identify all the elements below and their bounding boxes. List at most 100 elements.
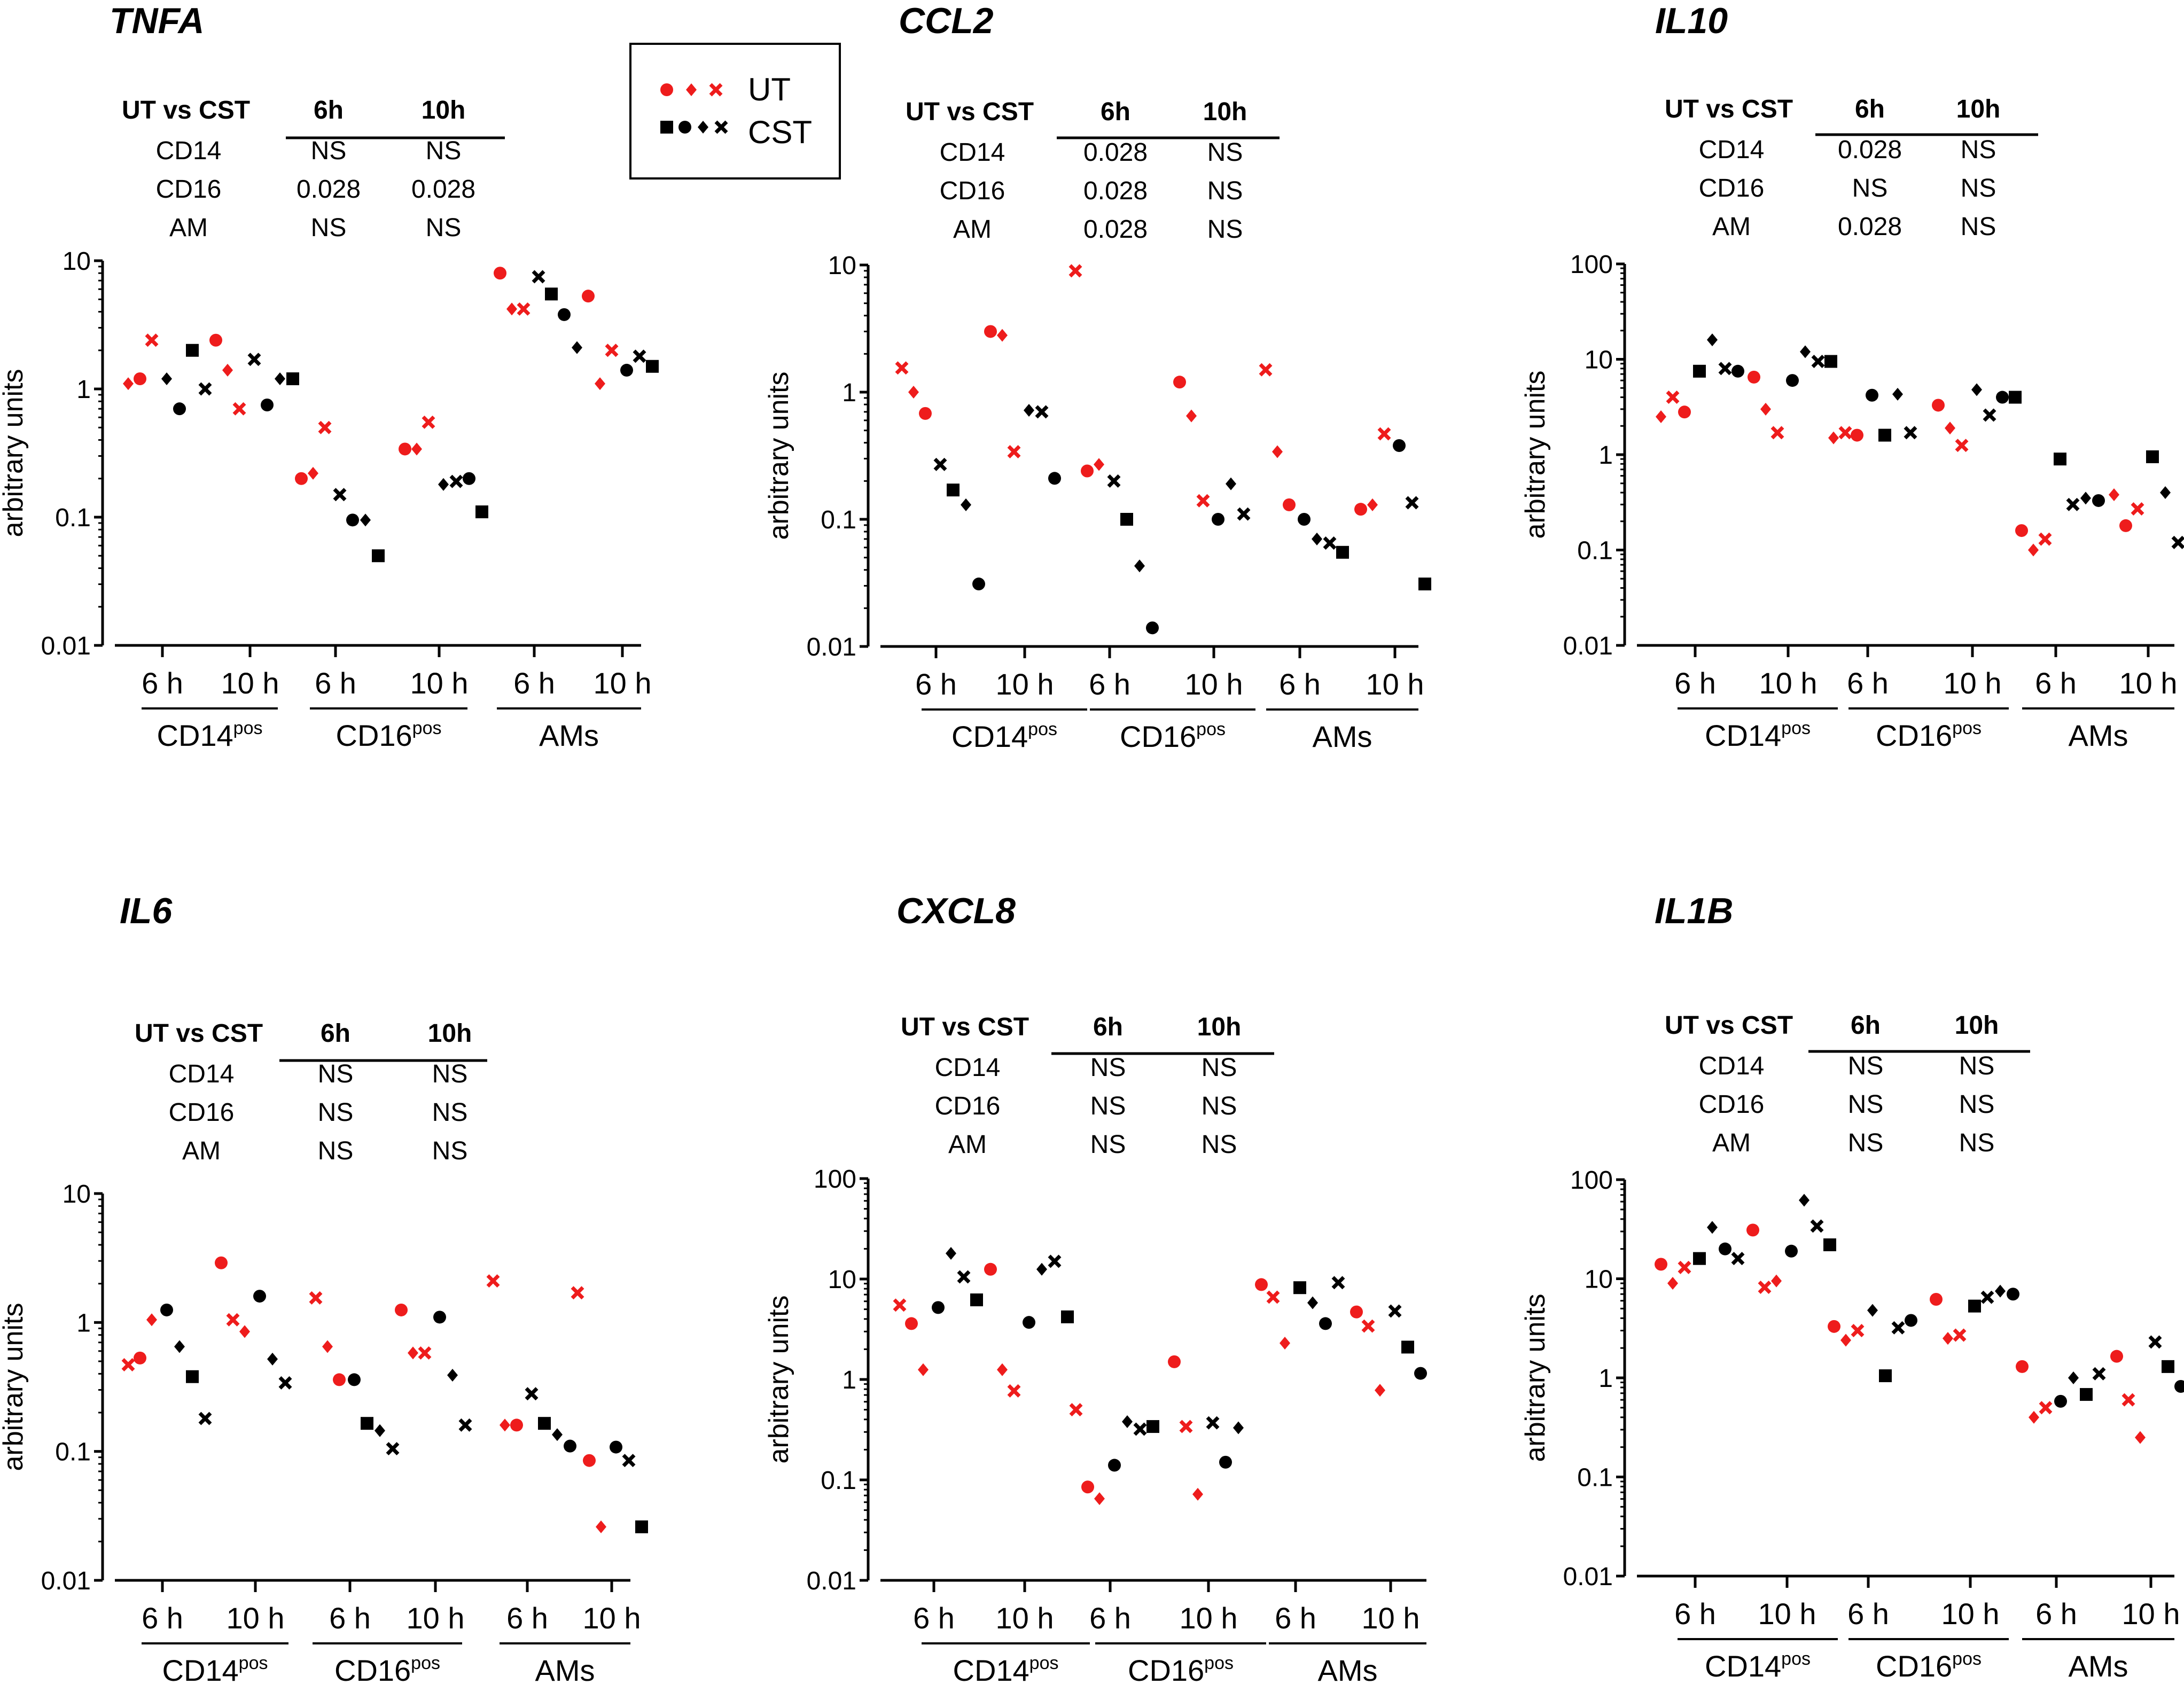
stats-row-label: CD14 [940, 138, 1005, 167]
y-axis-label: arbitrary units [0, 369, 29, 537]
x-tick-label: 10 h [410, 666, 469, 700]
stats-value: NS [1848, 1052, 1884, 1080]
x-tick-label: 10 h [1366, 667, 1424, 701]
y-tick-label: 10 [63, 1180, 91, 1208]
x-tick-label: 6 h [1674, 1597, 1716, 1631]
point-cst-square [361, 1417, 373, 1430]
point-cst-circle [1393, 439, 1406, 453]
x-tick-label: 10 h [221, 666, 279, 700]
point-cst-square [545, 287, 558, 301]
point-cst-cross [449, 474, 463, 488]
stats-value: NS [1207, 138, 1243, 167]
y-tick-label: 0.1 [821, 506, 856, 534]
stats-value: NS [1207, 215, 1243, 244]
point-ut-circle [1851, 428, 1863, 442]
point-cst-circle [610, 1440, 622, 1454]
group-label: AMs [2069, 1649, 2128, 1683]
point-ut-cross [2131, 502, 2144, 516]
point-cst-circle [1219, 1455, 1232, 1469]
point-ut-cross [1069, 1403, 1083, 1417]
stats-value: 0.028 [1083, 215, 1148, 244]
point-cst-diamond [267, 1352, 278, 1366]
point-ut-circle [1283, 498, 1296, 511]
point-cst-cross [1731, 1252, 1745, 1266]
y-tick-label: 1 [76, 376, 91, 404]
y-tick-label: 0.01 [41, 632, 91, 660]
stats-value: 0.028 [411, 175, 475, 204]
point-cst-cross [1331, 1276, 1345, 1290]
point-cst-diamond [1971, 383, 1982, 396]
point-cst-circle [1023, 1316, 1035, 1329]
point-ut-diamond [2029, 1410, 2039, 1424]
point-ut-diamond [322, 1340, 333, 1353]
point-ut-circle [1173, 376, 1186, 389]
point-cst-diamond [174, 1340, 185, 1353]
point-cst-square [970, 1293, 983, 1307]
point-ut-circle [919, 407, 932, 420]
point-cst-diamond [1867, 1304, 1878, 1317]
point-cst-circle [1414, 1367, 1427, 1380]
stats-header: UT vs CST [906, 98, 1034, 126]
stats-header: UT vs CST [1665, 95, 1793, 123]
point-ut-circle [1930, 1293, 1943, 1306]
point-cst-square [372, 549, 385, 563]
point-ut-circle [2016, 1360, 2029, 1373]
group-label: CD14pos [157, 718, 263, 752]
point-cst-cross [957, 1270, 971, 1284]
y-axis-label: arbitrary units [1520, 371, 1551, 539]
stats-row-label: CD14 [1699, 136, 1765, 164]
point-cst-diamond [360, 513, 371, 527]
x-tick-label: 6 h [1279, 667, 1321, 701]
x-tick-label: 6 h [1674, 666, 1716, 700]
stats-row-label: AM [1712, 213, 1751, 241]
x-tick-label: 10 h [996, 1601, 1054, 1635]
x-tick-label: 10 h [1941, 1597, 2000, 1631]
point-ut-cross [2121, 1393, 2135, 1407]
x-tick-label: 10 h [2119, 666, 2178, 700]
point-cst-square [1824, 355, 1837, 368]
point-ut-circle [1354, 503, 1367, 516]
x-tick-label: 6 h [1089, 667, 1130, 701]
point-cst-square [1293, 1281, 1306, 1295]
stats-row-label: CD16 [1699, 1090, 1765, 1119]
point-ut-cross [1361, 1319, 1375, 1333]
point-ut-circle [1081, 1480, 1094, 1494]
x-tick-label: 10 h [1758, 1597, 1816, 1631]
stats-header: 10h [1955, 1011, 1999, 1040]
point-ut-circle [134, 1351, 146, 1364]
y-tick-label: 1 [1598, 1364, 1613, 1393]
point-ut-cross [1007, 1384, 1021, 1398]
point-cst-circle [1785, 1244, 1798, 1258]
panel-title: IL1B [1655, 891, 1733, 931]
point-ut-cross [1259, 363, 1273, 377]
x-tick-label: 6 h [513, 666, 555, 700]
point-cst-circle [2054, 1394, 2067, 1408]
y-axis-label: arbitrary units [763, 1296, 794, 1464]
point-cst-square [2162, 1360, 2174, 1373]
point-ut-diamond [1667, 1276, 1678, 1290]
point-cst-square [1879, 1369, 1892, 1383]
point-cst-cross [1323, 536, 1337, 550]
point-ut-circle [209, 333, 222, 347]
point-cst-diamond [1036, 1262, 1047, 1276]
point-ut-circle [510, 1418, 523, 1432]
stats-value: NS [1202, 1130, 1237, 1159]
point-cst-circle [1048, 472, 1061, 485]
point-ut-cross [1678, 1260, 1691, 1274]
point-cst-circle [1905, 1314, 1917, 1327]
point-ut-circle [134, 372, 146, 385]
stats-row-label: CD16 [156, 175, 222, 204]
point-cst-cross [1718, 362, 1732, 376]
point-cst-cross [1035, 405, 1049, 419]
stats-value: NS [1090, 1054, 1126, 1082]
stats-row-label: CD16 [169, 1098, 235, 1127]
point-cst-diamond [447, 1369, 458, 1382]
point-ut-diamond [596, 1520, 606, 1533]
point-cst-square [1968, 1299, 1981, 1313]
point-cst-square [286, 372, 299, 385]
stats-value: NS [311, 137, 347, 165]
point-cst-cross [525, 1387, 539, 1401]
point-cst-cross [1904, 426, 1917, 440]
x-tick-label: 6 h [2035, 1597, 2077, 1631]
point-cst-circle [972, 578, 985, 591]
